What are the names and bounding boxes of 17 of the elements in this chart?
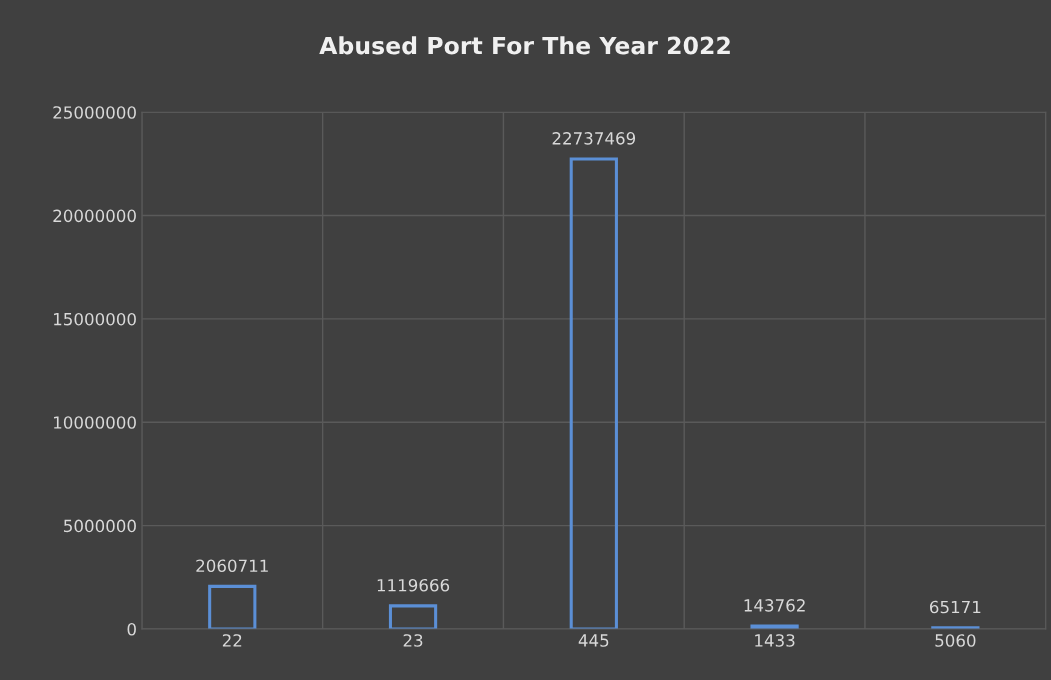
data-label: 65171 [930,600,981,614]
x-tick-label: 23 [403,634,423,647]
chart-title: Abused Port For The Year 2022 [319,36,730,55]
data-label: 1119666 [377,578,450,592]
y-tick-label: 25000000 [53,106,136,119]
y-tick-label: 10000000 [54,416,136,429]
y-tick-label: 5000000 [64,519,136,533]
y-tick-label: 15000000 [54,312,136,326]
x-tick-label: 22 [222,634,242,647]
data-label: 2060711 [196,559,268,573]
x-tick-label: 445 [578,634,609,647]
y-tick-label: 20000000 [53,209,136,223]
data-label: 22737469 [552,132,636,145]
x-tick-label: 5060 [935,634,976,647]
y-tick-label: 0 [127,622,136,636]
data-label: 143762 [744,599,805,612]
x-tick-label: 1433 [755,634,795,647]
